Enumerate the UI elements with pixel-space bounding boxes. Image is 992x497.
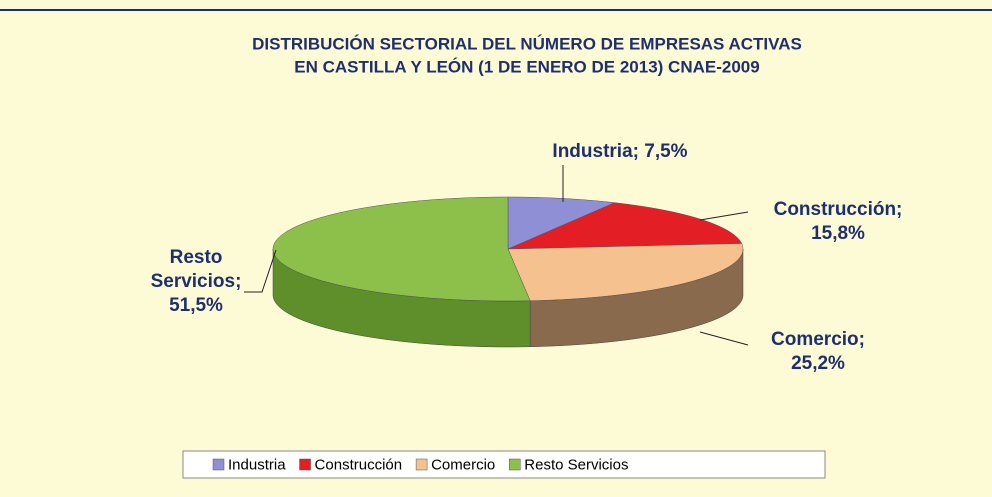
data-label: Comercio; <box>771 329 865 350</box>
data-label: Resto <box>170 247 223 268</box>
legend-swatch <box>212 458 225 471</box>
legend-label: Construcción <box>315 456 403 473</box>
chart-title: DISTRIBUCIÓN SECTORIAL DEL NÚMERO DE EMP… <box>252 34 802 53</box>
legend-box <box>182 450 826 479</box>
legend-label: Resto Servicios <box>524 456 628 473</box>
data-label: Construcción; <box>774 199 903 220</box>
chart-title: EN CASTILLA Y LEÓN (1 DE ENERO DE 2013) … <box>294 57 759 76</box>
legend-label: Industria <box>228 456 286 473</box>
data-label: Servicios; <box>151 271 242 292</box>
legend-swatch <box>299 458 311 471</box>
legend-label: Comercio <box>431 456 495 473</box>
data-label: 25,2% <box>791 353 845 374</box>
data-label: Industria; 7,5% <box>552 141 687 162</box>
data-label: 51,5% <box>169 295 223 316</box>
pie-slice <box>272 196 531 302</box>
pie-slice <box>507 243 744 302</box>
legend-swatch <box>509 458 521 471</box>
legend-swatch <box>415 458 428 471</box>
leader-line <box>699 331 749 346</box>
leader-line <box>244 249 277 293</box>
leader-line <box>699 211 749 221</box>
data-label: 15,8% <box>811 223 865 244</box>
